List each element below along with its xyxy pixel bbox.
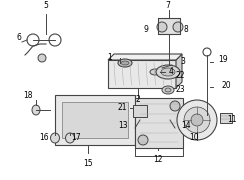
Ellipse shape [65, 133, 74, 143]
Circle shape [173, 22, 183, 32]
Text: 14: 14 [181, 120, 191, 129]
FancyBboxPatch shape [62, 102, 128, 138]
Circle shape [191, 114, 203, 126]
Circle shape [157, 22, 167, 32]
Ellipse shape [150, 69, 160, 75]
Ellipse shape [118, 59, 132, 67]
Ellipse shape [156, 65, 180, 79]
Text: 5: 5 [44, 1, 49, 10]
Text: 20: 20 [221, 80, 231, 89]
Text: 19: 19 [218, 55, 228, 64]
Text: 12: 12 [153, 156, 163, 165]
Text: 11: 11 [227, 116, 237, 125]
Ellipse shape [32, 105, 40, 115]
Ellipse shape [165, 88, 171, 92]
Text: 23: 23 [175, 86, 185, 94]
Text: 21: 21 [117, 103, 127, 112]
Text: 22: 22 [175, 71, 185, 80]
FancyBboxPatch shape [55, 95, 135, 145]
Text: 4: 4 [169, 68, 173, 76]
Circle shape [184, 107, 210, 133]
Text: 3: 3 [181, 57, 185, 66]
Circle shape [177, 100, 217, 140]
Text: 2: 2 [136, 96, 140, 105]
FancyBboxPatch shape [135, 98, 183, 148]
Text: 9: 9 [143, 26, 148, 35]
Text: 13: 13 [118, 120, 128, 129]
FancyBboxPatch shape [108, 60, 176, 88]
FancyBboxPatch shape [158, 18, 180, 34]
Ellipse shape [161, 68, 175, 76]
Text: 16: 16 [39, 134, 49, 143]
Text: 18: 18 [23, 91, 33, 100]
Ellipse shape [51, 133, 60, 143]
Ellipse shape [121, 61, 129, 65]
Polygon shape [108, 54, 182, 60]
Circle shape [170, 101, 180, 111]
Text: 8: 8 [184, 26, 188, 35]
Polygon shape [176, 54, 182, 88]
Text: 15: 15 [83, 159, 93, 168]
FancyBboxPatch shape [133, 105, 147, 117]
Circle shape [38, 54, 46, 62]
FancyBboxPatch shape [220, 113, 232, 123]
Circle shape [138, 135, 148, 145]
Text: 17: 17 [71, 134, 81, 143]
Ellipse shape [162, 86, 174, 94]
Text: 10: 10 [189, 134, 199, 143]
Text: 7: 7 [166, 1, 171, 10]
Text: 6: 6 [17, 33, 21, 42]
Text: 1: 1 [108, 53, 112, 62]
